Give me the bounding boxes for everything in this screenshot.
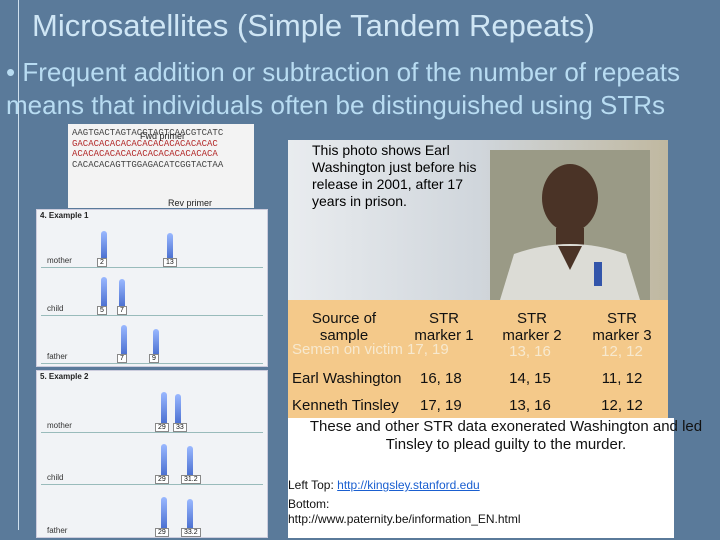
peak bbox=[161, 392, 167, 424]
ref-top-link[interactable]: http://kingsley.stanford.edu bbox=[337, 478, 480, 492]
peak bbox=[187, 446, 193, 476]
person-illustration bbox=[490, 150, 650, 300]
ref-bottom-label: Bottom: bbox=[288, 497, 330, 511]
example1-row-father: 7 9 father bbox=[41, 320, 263, 364]
peak bbox=[161, 497, 167, 529]
row-name: child bbox=[47, 473, 64, 482]
str-table bbox=[288, 300, 668, 420]
sequence-line-4: CACACACAGTTGGAGACATCGGTACTAA bbox=[72, 159, 224, 170]
str-row1-m3: 11, 12 bbox=[601, 370, 643, 387]
slide-title: Microsatellites (Simple Tandem Repeats) bbox=[32, 8, 595, 43]
peak-label: 29 bbox=[155, 528, 169, 537]
row-name: mother bbox=[47, 256, 72, 265]
str-header-marker1: STR marker 1 bbox=[414, 310, 474, 344]
example2-panel: 5. Example 2 29 33 mother 29 31.2 child … bbox=[36, 370, 268, 538]
str-header-marker2: STR marker 2 bbox=[502, 310, 562, 344]
peak-label: 31.2 bbox=[181, 475, 201, 484]
example2-row-mother: 29 33 mother bbox=[41, 385, 263, 433]
example1-label: 4. Example 1 bbox=[40, 211, 89, 220]
row-name: father bbox=[47, 526, 68, 535]
row-name: mother bbox=[47, 421, 72, 430]
exoneration-note: These and other STR data exonerated Wash… bbox=[309, 418, 703, 453]
peak-label: 2 bbox=[97, 258, 107, 267]
peak bbox=[119, 279, 125, 307]
sequence-figure: AAGTGACTAGTACGTAGTCAACGTCATC GACACACACAC… bbox=[68, 124, 254, 208]
peak-label: 33 bbox=[173, 423, 187, 432]
peak bbox=[101, 277, 107, 307]
str-header-source: Source of sample bbox=[311, 310, 377, 344]
str-row1-m1: 16, 18 bbox=[420, 370, 462, 387]
str-row2-m3: 12, 12 bbox=[601, 397, 643, 414]
peak bbox=[101, 231, 107, 259]
row-name: father bbox=[47, 352, 68, 361]
example1-row-mother: 2 13 mother bbox=[41, 224, 263, 268]
ref-bottom-url[interactable]: http://www.paternity.be/information_EN.h… bbox=[288, 512, 521, 526]
row-name: child bbox=[47, 304, 64, 313]
peak-label: 29 bbox=[155, 423, 169, 432]
str-row2-m1: 17, 19 bbox=[420, 397, 462, 414]
slide-bullet: • Frequent addition or subtraction of th… bbox=[6, 57, 680, 120]
str-ghost-m3: 12, 12 bbox=[601, 343, 643, 360]
str-row2-m2: 13, 16 bbox=[509, 397, 551, 414]
reverse-primer-label: Rev primer bbox=[168, 198, 213, 208]
peak-label: 7 bbox=[117, 354, 127, 363]
peak bbox=[161, 444, 167, 476]
peak-label: 7 bbox=[117, 306, 127, 315]
peak-label: 29 bbox=[155, 475, 169, 484]
peak bbox=[175, 394, 181, 424]
str-row1-m2: 14, 15 bbox=[509, 370, 551, 387]
forward-primer-label: Fwd primer bbox=[140, 131, 186, 141]
peak-label: 9 bbox=[149, 354, 159, 363]
peak-label: 33.2 bbox=[181, 528, 201, 537]
example2-row-father: 29 33.2 father bbox=[41, 489, 263, 537]
peak bbox=[153, 329, 159, 355]
sequence-line-3: ACACACACACACACACACACACACACA bbox=[72, 149, 218, 159]
example1-row-child: 5 7 child bbox=[41, 272, 263, 316]
str-table-ghost-row: Semen on victim 17, 19 bbox=[292, 341, 449, 358]
peak-label: 5 bbox=[97, 306, 107, 315]
example2-label: 5. Example 2 bbox=[40, 372, 89, 381]
peak bbox=[187, 499, 193, 529]
sequence-line-2: GACACACACACACACACACACACACAC bbox=[72, 138, 218, 149]
str-row2-source: Kenneth Tinsley bbox=[292, 397, 399, 414]
example1-panel: 4. Example 1 2 13 mother 5 7 child 7 9 f… bbox=[36, 209, 268, 367]
references: Left Top: http://kingsley.stanford.edu B… bbox=[288, 478, 521, 527]
photo-caption: This photo shows Earl Washington just be… bbox=[312, 142, 477, 209]
str-row1-source: Earl Washington bbox=[292, 370, 402, 387]
sequence-line-1: AAGTGACTAGTACGTAGTCAACGTCATC bbox=[72, 128, 224, 138]
note-background bbox=[288, 418, 674, 538]
ref-top-label: Left Top: bbox=[288, 478, 334, 492]
example2-row-child: 29 31.2 child bbox=[41, 437, 263, 485]
str-ghost-m2: 13, 16 bbox=[509, 343, 551, 360]
peak bbox=[167, 233, 173, 259]
peak bbox=[121, 325, 127, 355]
slide-divider-line bbox=[18, 0, 19, 530]
str-header-marker3: STR marker 3 bbox=[592, 310, 652, 344]
peak-label: 13 bbox=[163, 258, 177, 267]
